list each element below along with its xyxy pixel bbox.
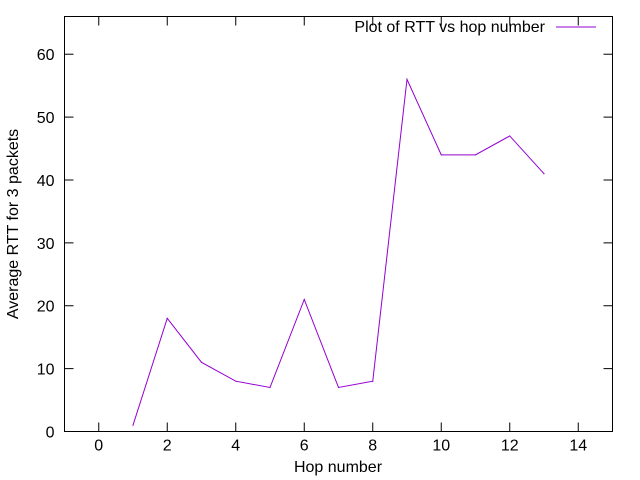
y-tick-label: 20: [37, 299, 55, 316]
x-tick-label: 8: [368, 438, 377, 455]
y-tick-label: 50: [37, 110, 55, 127]
y-tick-label: 0: [46, 425, 55, 442]
y-tick-label: 60: [37, 47, 55, 64]
tick-labels: 0 2 4 6 8 10 12 14 0 10 20 30 40 50 60: [37, 47, 588, 454]
axis-ticks: [64, 16, 613, 432]
legend: Plot of RTT vs hop number: [354, 19, 596, 36]
data-point: [372, 380, 374, 382]
x-tick-label: 0: [94, 438, 103, 455]
data-point: [235, 380, 237, 382]
data-point: [132, 424, 134, 426]
data-point: [200, 361, 203, 363]
x-tick-label: 10: [432, 438, 450, 455]
y-tick-label: 10: [37, 362, 55, 379]
data-point: [406, 78, 408, 80]
x-tick-label: 2: [163, 438, 172, 455]
data-point: [166, 317, 168, 319]
x-tick-label: 12: [501, 438, 519, 455]
data-point: [303, 298, 305, 301]
x-tick-label: 14: [569, 438, 587, 455]
data-point: [440, 154, 442, 156]
plot-border: [64, 16, 613, 432]
y-axis-title: Average RTT for 3 packets: [5, 129, 22, 319]
data-point: [543, 173, 545, 175]
x-tick-label: 4: [231, 438, 240, 455]
x-axis-title: Hop number: [294, 459, 383, 476]
series-layer: [132, 77, 545, 426]
data-point: [509, 135, 511, 137]
data-point: [269, 386, 271, 389]
y-tick-label: 30: [37, 236, 55, 253]
series-line: [132, 77, 545, 426]
x-tick-label: 6: [300, 438, 309, 455]
data-point: [474, 154, 477, 156]
y-tick-label: 40: [37, 173, 55, 190]
legend-label: Plot of RTT vs hop number: [354, 19, 545, 36]
data-point: [337, 386, 340, 389]
